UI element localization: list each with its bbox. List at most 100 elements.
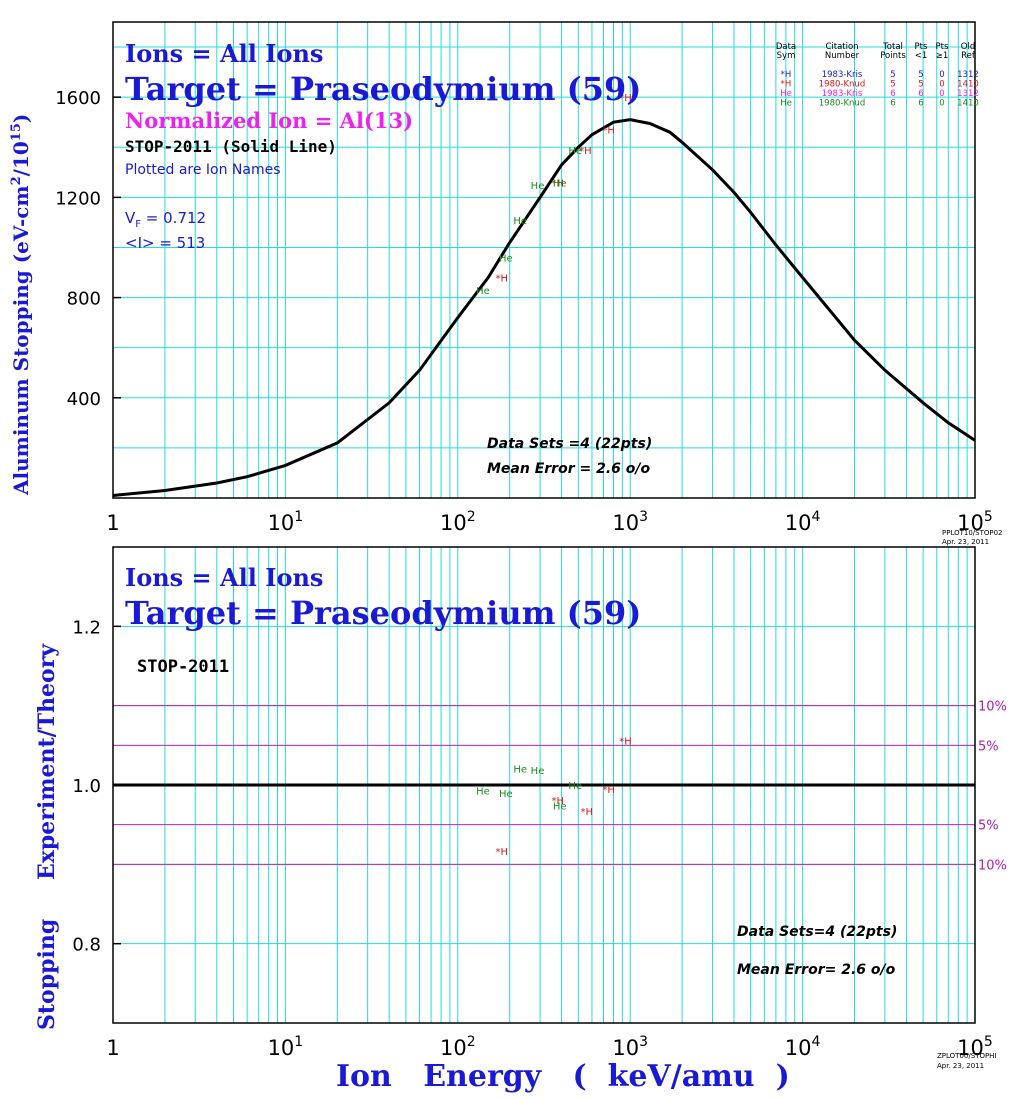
top-datasets-label: Data Sets =4 (22pts)	[487, 436, 652, 452]
legend-header: Total	[882, 42, 903, 52]
y-tick-label: 1200	[55, 188, 101, 209]
legend-header: Pts	[915, 42, 928, 52]
x-tick-label: 105	[957, 509, 993, 535]
data-legend-table: DataSymCitationNumberTotalPointsPts<1Pts…	[776, 42, 979, 109]
legend-cell: 6	[890, 99, 895, 109]
x-tick-label: 102	[440, 509, 476, 535]
error-band-label: 10%	[978, 700, 1007, 715]
legend-header: Data	[776, 42, 796, 52]
legend-header: Citation	[825, 42, 858, 52]
top-grid	[113, 22, 975, 498]
bottom-point: He	[568, 781, 582, 792]
top-point: He	[476, 286, 490, 297]
legend-cell: 1980-Knud	[819, 80, 865, 90]
error-band-label: 5%	[978, 739, 999, 754]
y-tick-label: 0.8	[72, 935, 101, 956]
legend-header: Points	[880, 51, 906, 61]
top-vf-label: VF = 0.712	[125, 209, 206, 230]
bottom-ions-title: Ions = All Ions	[125, 563, 323, 592]
legend-cell: 0	[939, 70, 944, 80]
y-tick-label: 1600	[55, 88, 101, 109]
top-stamp-line2: Apr. 23, 2011	[942, 538, 989, 546]
top-mean-error-label: Mean Error = 2.6 o/o	[487, 461, 650, 477]
y-tick-label: 400	[67, 389, 101, 410]
bottom-mean-error-label: Mean Error= 2.6 o/o	[737, 962, 896, 978]
x-tick-label: 103	[612, 1034, 648, 1060]
legend-cell: 5	[918, 80, 923, 90]
bottom-target-title: Target = Praseodymium (59)	[125, 594, 641, 632]
top-stamp-line1: PPLOT10/STOP02	[942, 529, 1003, 537]
stop-2011-curve	[112, 118, 976, 497]
bottom-point: *H	[496, 847, 509, 858]
top-target-title: Target = Praseodymium (59)	[125, 70, 641, 108]
legend-cell: He	[780, 99, 792, 109]
top-point: *H	[551, 178, 564, 189]
bottom-stamp-line2: Apr. 23, 2011	[937, 1062, 984, 1070]
legend-cell: 0	[939, 80, 944, 90]
x-tick-label: 104	[785, 1034, 821, 1060]
legend-cell: 1410	[957, 99, 979, 109]
top-point: He	[499, 253, 513, 264]
bottom-point: He	[531, 766, 545, 777]
legend-cell: 6	[918, 99, 923, 109]
top-stop-label: STOP-2011 (Solid Line)	[125, 137, 337, 156]
legend-cell: *H	[781, 80, 792, 90]
bottom-datasets-label: Data Sets=4 (22pts)	[737, 924, 897, 940]
error-band-label: 5%	[978, 819, 999, 834]
top-y-axis-label: Aluminum Stopping (eV-cm2/1015)	[9, 114, 33, 496]
legend-cell: 0	[939, 89, 944, 99]
legend-cell: 1983-Kris	[822, 89, 863, 99]
bottom-point: He	[499, 789, 513, 800]
x-axis-label: Ion Energy ( keV/amu )	[336, 1059, 790, 1094]
top-plot-frame	[112, 21, 976, 499]
bottom-stamp-line1: ZPLOT00/STOPHI	[937, 1052, 997, 1060]
legend-header: Sym	[777, 51, 796, 61]
legend-cell: *H	[781, 70, 792, 80]
x-tick-label: 1	[106, 511, 119, 535]
legend-header: Ref	[961, 51, 976, 61]
legend-cell: He	[780, 89, 792, 99]
top-point: *H	[619, 93, 632, 104]
bottom-point: *H	[619, 737, 632, 748]
top-point: He	[553, 178, 567, 189]
legend-cell: 1410	[957, 80, 979, 90]
bottom-y-axis-label-part2: Experiment/Theory	[34, 643, 60, 880]
legend-header: ≥1	[936, 51, 949, 61]
legend-cell: 1312	[957, 89, 979, 99]
top-ions-title: Ions = All Ions	[125, 39, 323, 68]
y-tick-label: 1.2	[72, 617, 101, 638]
top-point: *H	[579, 146, 592, 157]
legend-header: Pts	[936, 42, 949, 52]
top-point: *H	[496, 274, 509, 285]
bottom-point: *H	[551, 796, 564, 807]
legend-cell: 5	[890, 80, 895, 90]
top-point: He	[568, 146, 582, 157]
bottom-y-ticks: 0.8 1.0 1.2	[72, 617, 121, 956]
bottom-stop-label: STOP-2011	[137, 657, 229, 677]
legend-cell: 1312	[957, 70, 979, 80]
x-tick-label: 102	[440, 1034, 476, 1060]
legend-cell: 0	[939, 99, 944, 109]
bottom-point: He	[513, 764, 527, 775]
bottom-point: He	[553, 802, 567, 813]
legend-cell: 5	[918, 70, 923, 80]
top-x-ticks: 1 101 102 103 104 105	[106, 509, 993, 535]
bottom-point: He	[476, 787, 490, 798]
legend-cell: 6	[890, 89, 895, 99]
top-y-ticks: 400 800 1200 1600	[55, 88, 121, 410]
x-tick-label: 1	[106, 1036, 119, 1060]
x-tick-label: 105	[957, 1034, 993, 1060]
legend-cell: 6	[918, 89, 923, 99]
bottom-point: *H	[581, 807, 594, 818]
top-point: He	[531, 181, 545, 192]
top-normalized-ion: Normalized Ion = Al(13)	[125, 108, 413, 133]
x-tick-label: 101	[268, 1034, 304, 1060]
bottom-y-axis-label-part1: Stopping	[34, 919, 60, 1030]
legend-cell: 1980-Knud	[819, 99, 865, 109]
bottom-x-ticks: 1 101 102 103 104 105	[106, 1034, 993, 1060]
